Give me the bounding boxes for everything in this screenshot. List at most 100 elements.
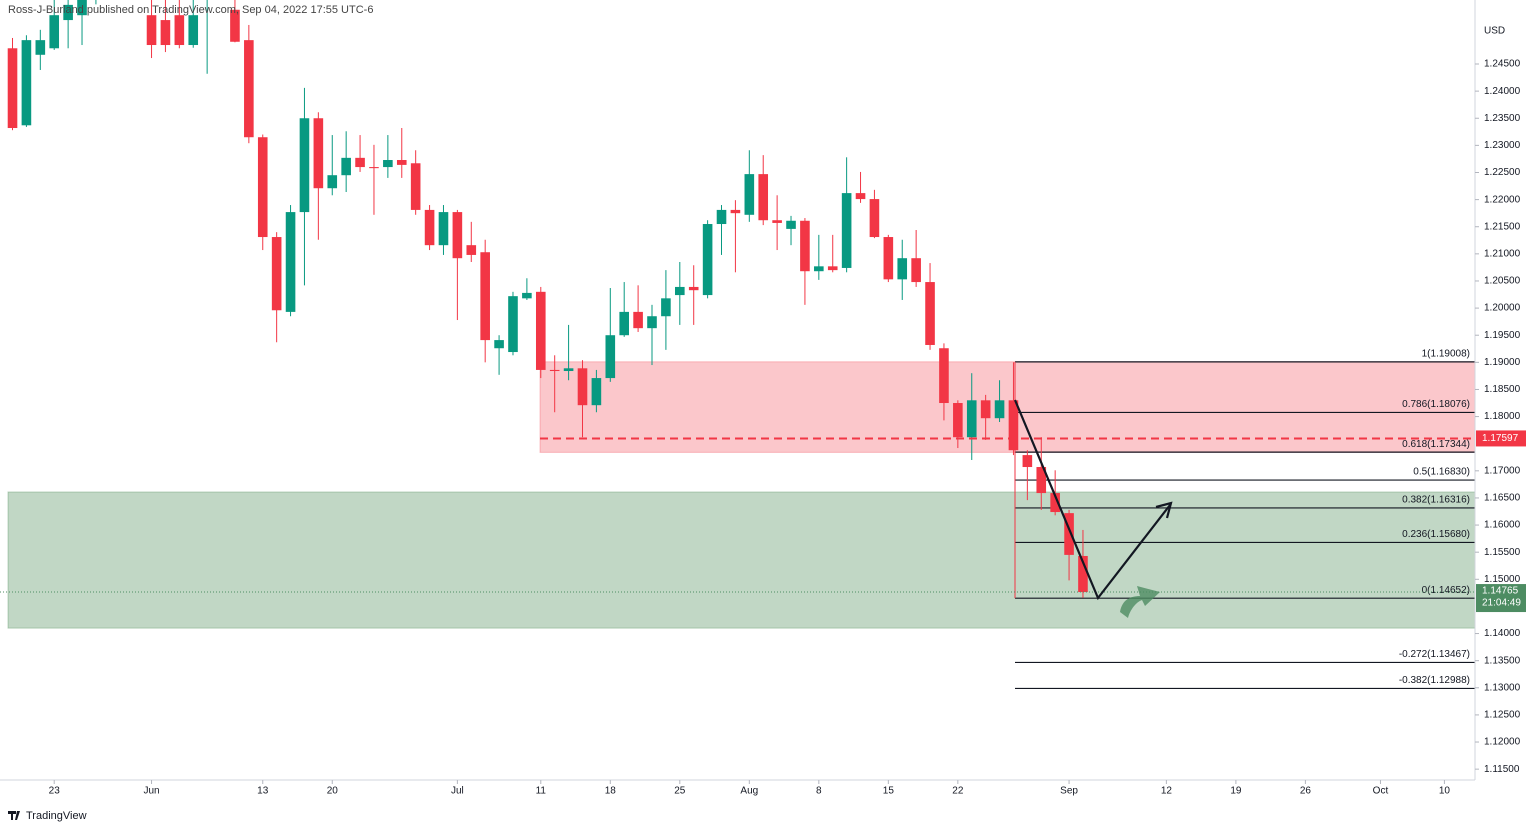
candle-body [953,403,963,438]
candle-body [1036,467,1047,494]
y-tick-label: 1.19500 [1484,330,1521,341]
x-tick-label: 23 [49,786,61,797]
y-tick-label: 1.21500 [1484,221,1521,232]
x-tick-label: Oct [1373,786,1389,797]
candle-body [257,137,268,238]
fib-label: -0.272(1.13467) [1399,649,1470,660]
fib-label: 0(1.14652) [1422,585,1470,596]
y-tick-label: 1.24000 [1484,86,1521,97]
x-tick-label: 10 [1439,786,1451,797]
brand-logo [8,811,20,820]
x-tick-label: Sep [1060,786,1078,797]
candle-body [535,291,546,370]
candle-body [688,286,699,291]
candle-body [299,118,310,213]
candle-body [452,212,463,259]
candle-body [271,237,282,311]
candle-body [1050,493,1060,513]
x-tick-label: 12 [1161,786,1173,797]
candle-body [383,160,393,168]
candle-body [438,212,449,246]
candle-body [1022,455,1033,468]
currency: USD [1484,26,1505,37]
y-tick-label: 1.23000 [1484,140,1521,151]
fib-label: 1(1.19008) [1422,349,1470,360]
level-tag-label: 1.17597 [1482,433,1519,444]
y-tick-label: 1.13500 [1484,655,1521,666]
candle-body [800,220,810,272]
y-tick-label: 1.16000 [1484,520,1521,531]
zone [539,361,1475,453]
y-tick-label: 1.22500 [1484,167,1521,178]
y-tick-label: 1.19000 [1484,357,1521,368]
candle-body [63,4,73,21]
y-tick-label: 1.15000 [1484,574,1521,585]
curved-arrow [1120,586,1160,618]
candle-body [675,286,685,296]
candle-body [21,40,32,126]
candle-body [827,266,838,271]
candle-body [188,15,199,46]
candle-body [786,220,796,229]
x-tick-label: Aug [740,786,758,797]
candle-body [772,220,782,223]
candle-body [814,266,824,272]
y-tick-label: 1.15500 [1484,547,1521,558]
x-tick-label: 26 [1300,786,1312,797]
candle-body [466,245,477,255]
fib-label: 0.618(1.17344) [1402,439,1470,450]
fib-label: 0.5(1.16830) [1413,467,1470,478]
candle-body [494,340,504,349]
candle-body [647,316,657,329]
drawings [1013,399,1173,618]
candle-body [424,209,435,246]
x-tick-label: 18 [605,786,617,797]
last-price-label: 1.14765 [1482,586,1519,597]
candle-body [758,174,769,221]
y-tick-label: 1.23500 [1484,113,1521,124]
candle-body [35,40,46,55]
candle-body [1078,555,1088,593]
candle-body [230,9,240,42]
candle-body [174,15,185,46]
candle-body [160,20,171,46]
y-tick-label: 1.11500 [1484,764,1520,775]
candle-body [369,167,379,169]
x-tick-label: 25 [674,786,686,797]
candle-body [855,193,866,200]
y-tick-label: 1.16500 [1484,493,1521,504]
candle-body [716,209,727,225]
zone [7,491,1475,629]
candle-body [313,118,324,189]
trend-arrow [1013,399,1171,601]
candle-body [1064,513,1074,555]
candle-body [285,212,296,312]
candle-body [883,237,894,280]
candle-body [994,400,1005,419]
candle-body [661,298,671,317]
candle-body [549,369,560,372]
candle-body [563,368,574,372]
y-tick-label: 1.22000 [1484,194,1521,205]
y-tick-label: 1.18500 [1484,384,1521,395]
candle-body [396,160,407,165]
y-tick-label: 1.17000 [1484,465,1521,476]
x-tick-label: Jul [451,786,464,797]
candle-body [911,258,921,283]
x-tick-label: Jun [143,786,159,797]
candle-body [925,282,935,345]
y-tick-label: 1.12500 [1484,710,1521,721]
y-tick-label: 1.14000 [1484,628,1521,639]
x-tick-label: 19 [1230,786,1242,797]
candle-body [77,0,87,16]
arrow-head [1155,501,1173,519]
candle-body [522,292,532,299]
candle-body [577,368,588,406]
fib-label: 0.236(1.15680) [1402,529,1470,540]
y-tick-label: 1.13000 [1484,682,1521,693]
candle-body [897,258,908,280]
fib-label: 0.786(1.18076) [1402,399,1470,410]
candle-body [410,163,421,210]
candle-body [355,157,365,168]
